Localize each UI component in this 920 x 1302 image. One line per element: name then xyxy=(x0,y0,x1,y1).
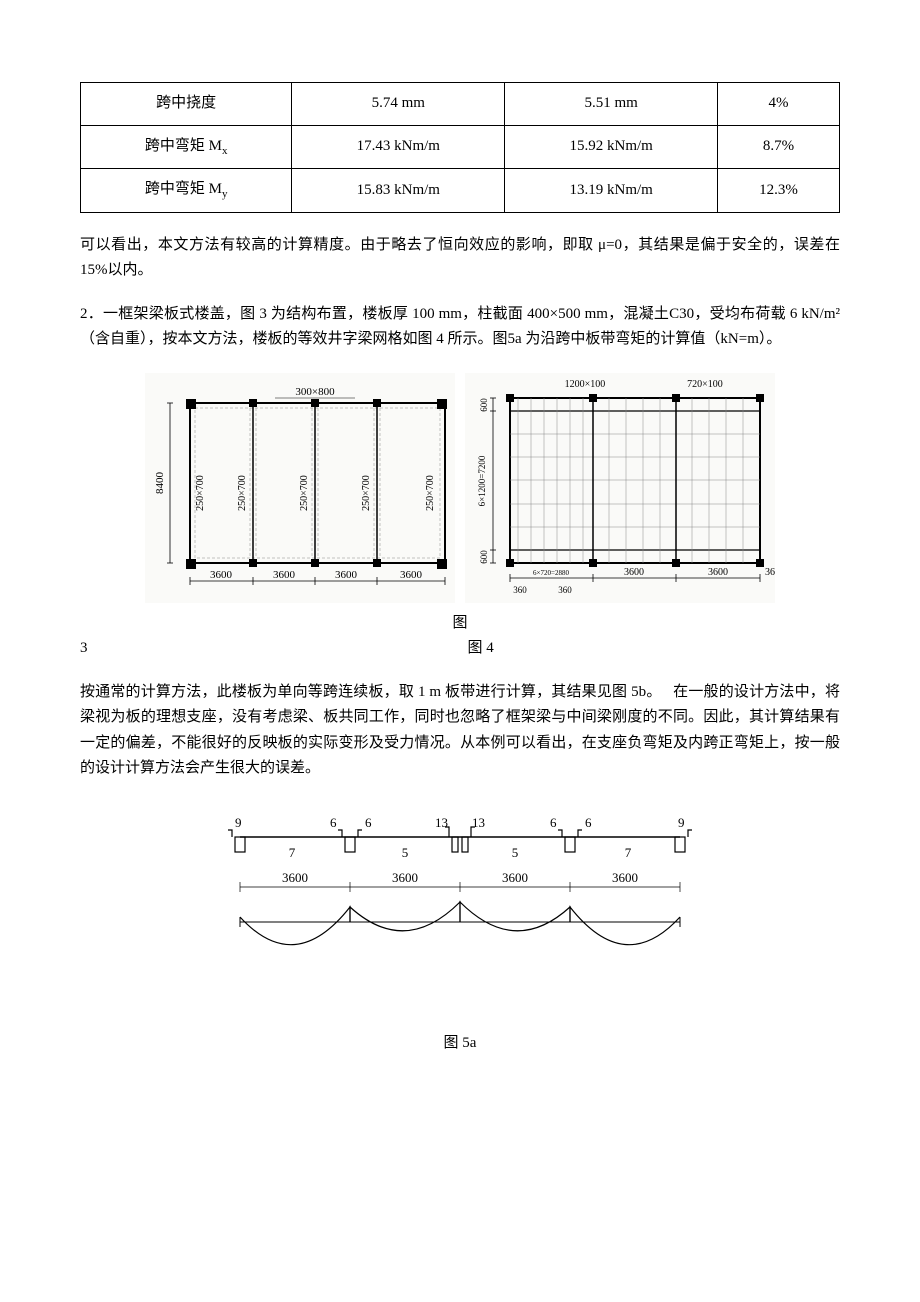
table-row: 跨中挠度 5.74 mm 5.51 mm 4% xyxy=(81,83,840,126)
svg-text:720×100: 720×100 xyxy=(687,379,723,390)
svg-text:3600: 3600 xyxy=(765,567,775,578)
paragraph-1: 可以看出，本文方法有较高的计算精度。由于略去了恒向效应的影响，即取 μ=0，其结… xyxy=(80,233,840,284)
svg-text:3600: 3600 xyxy=(502,870,528,885)
svg-text:6: 6 xyxy=(365,815,372,830)
paragraph-3: 按通常的计算方法，此楼板为单向等跨连续板，取 1 m 板带进行计算，其结果见图 … xyxy=(80,680,840,782)
svg-text:3600: 3600 xyxy=(335,569,358,581)
svg-text:360: 360 xyxy=(558,585,572,595)
cell-value: 13.19 kNm/m xyxy=(505,169,718,213)
figure-5a-container: 9 6 6 13 13 6 6 9 7 5 5 7 3600 3600 3600… xyxy=(80,802,840,1057)
svg-text:250×700: 250×700 xyxy=(195,475,206,511)
cell-label: 跨中弯矩 Mx xyxy=(81,125,292,169)
svg-text:360: 360 xyxy=(513,585,527,595)
svg-text:7: 7 xyxy=(289,845,296,860)
table-row: 跨中弯矩 My 15.83 kNm/m 13.19 kNm/m 12.3% xyxy=(81,169,840,213)
svg-text:3600: 3600 xyxy=(624,567,644,578)
svg-text:3600: 3600 xyxy=(392,870,418,885)
table-row: 跨中弯矩 Mx 17.43 kNm/m 15.92 kNm/m 8.7% xyxy=(81,125,840,169)
fig3-label-top: 图 xyxy=(80,611,840,637)
svg-text:7: 7 xyxy=(625,845,632,860)
svg-text:13: 13 xyxy=(435,815,448,830)
svg-text:3600: 3600 xyxy=(210,569,233,581)
svg-text:6: 6 xyxy=(550,815,557,830)
paragraph-2: 2．一框架梁板式楼盖，图 3 为结构布置，楼板厚 100 mm，柱截面 400×… xyxy=(80,302,840,353)
svg-text:250×700: 250×700 xyxy=(237,475,248,511)
svg-text:6×1200=7200: 6×1200=7200 xyxy=(477,455,487,506)
svg-text:300×800: 300×800 xyxy=(295,386,335,398)
fig3-label-num: 3 xyxy=(80,636,88,662)
svg-text:6×720=2880: 6×720=2880 xyxy=(533,569,569,577)
cell-value: 17.43 kNm/m xyxy=(292,125,505,169)
cell-label: 跨中挠度 xyxy=(81,83,292,126)
svg-text:5: 5 xyxy=(402,845,409,860)
svg-text:250×700: 250×700 xyxy=(425,475,436,511)
cell-value: 8.7% xyxy=(718,125,840,169)
comparison-table: 跨中挠度 5.74 mm 5.51 mm 4% 跨中弯矩 Mx 17.43 kN… xyxy=(80,82,840,213)
figure-4-diagram: 1200×100 720×100 xyxy=(465,373,775,603)
figure-5a-diagram: 9 6 6 13 13 6 6 9 7 5 5 7 3600 3600 3600… xyxy=(210,802,710,992)
figure-3-4-labels: 图 3 图 4 xyxy=(80,611,840,662)
svg-text:9: 9 xyxy=(678,815,685,830)
svg-text:250×700: 250×700 xyxy=(299,475,310,511)
fig4-label: 图 4 xyxy=(468,636,494,662)
svg-text:3600: 3600 xyxy=(273,569,296,581)
svg-text:3600: 3600 xyxy=(708,567,728,578)
figures-3-4-container: 300×800 250×700 250×700 250×700 250×700 … xyxy=(80,373,840,603)
cell-value: 15.83 kNm/m xyxy=(292,169,505,213)
cell-value: 5.74 mm xyxy=(292,83,505,126)
cell-value: 15.92 kNm/m xyxy=(505,125,718,169)
cell-value: 12.3% xyxy=(718,169,840,213)
svg-text:8400: 8400 xyxy=(154,471,166,494)
svg-text:600: 600 xyxy=(479,398,489,412)
svg-text:3600: 3600 xyxy=(282,870,308,885)
cell-value: 5.51 mm xyxy=(505,83,718,126)
svg-text:3600: 3600 xyxy=(400,569,423,581)
svg-text:3600: 3600 xyxy=(612,870,638,885)
svg-text:6: 6 xyxy=(585,815,592,830)
svg-text:250×700: 250×700 xyxy=(361,475,372,511)
svg-text:600: 600 xyxy=(479,550,489,564)
svg-text:13: 13 xyxy=(472,815,485,830)
figure-3-diagram: 300×800 250×700 250×700 250×700 250×700 … xyxy=(145,373,455,603)
svg-text:1200×100: 1200×100 xyxy=(565,379,606,390)
cell-label: 跨中弯矩 My xyxy=(81,169,292,213)
fig5a-label: 图 5a xyxy=(80,1031,840,1057)
svg-text:5: 5 xyxy=(512,845,519,860)
svg-text:9: 9 xyxy=(235,815,242,830)
cell-value: 4% xyxy=(718,83,840,126)
svg-text:6: 6 xyxy=(330,815,337,830)
